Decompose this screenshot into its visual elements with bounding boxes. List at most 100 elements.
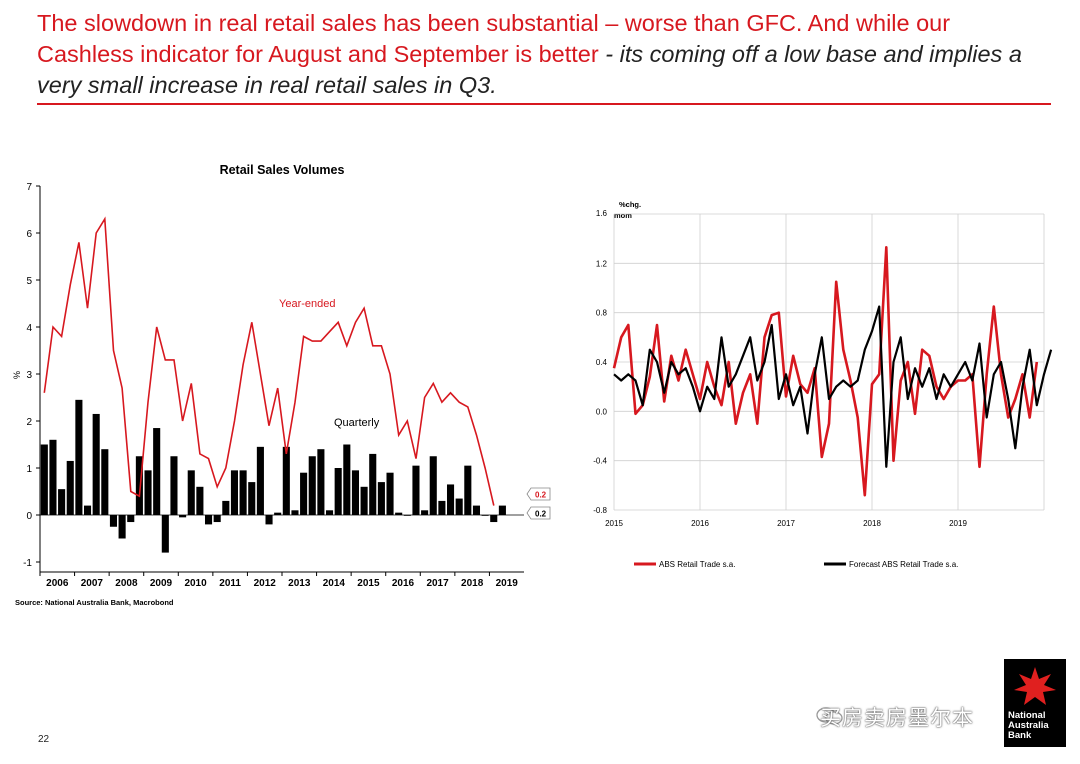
left-y-tick-label: 7 — [26, 182, 32, 193]
left-x-tick-label: 2019 — [496, 578, 519, 589]
quarterly-bar — [455, 498, 463, 515]
star-logo-icon — [1014, 667, 1056, 705]
left-y-tick-label: 5 — [26, 276, 32, 287]
left-x-tick-label: 2011 — [219, 578, 241, 589]
label-year-ended: Year-ended — [279, 298, 335, 310]
quarterly-bar — [109, 515, 118, 527]
left-y-tick-label: 2 — [26, 417, 32, 428]
quarterly-bar — [127, 515, 135, 523]
end-label-black-text: 0.2 — [535, 510, 547, 519]
quarterly-bar — [308, 456, 316, 515]
quarterly-bar — [351, 470, 360, 515]
quarterly-bar — [187, 470, 195, 515]
left-x-tick-label: 2006 — [46, 578, 69, 589]
quarterly-bar — [300, 472, 308, 515]
left-y-tick-label: 1 — [26, 464, 32, 475]
end-label-red: 0.2 — [526, 487, 551, 501]
right-y-tick-label: 1.2 — [596, 259, 608, 268]
left-y-tick-label: 4 — [26, 323, 32, 334]
left-x-tick-label: 2016 — [392, 578, 415, 589]
left-y-tick-label: 3 — [26, 370, 32, 381]
quarterly-bar — [83, 505, 92, 515]
right-chart-grid: -0.8 -0.4 0.0 0.4 0.8 1.2 1.6 2015 2016 2017 2018 2… — [593, 209, 1045, 528]
quarterly-bar — [75, 399, 83, 515]
wechat-icon — [816, 707, 843, 725]
end-label-black: 0.2 — [526, 506, 551, 520]
headline-dash: - — [598, 41, 620, 67]
right-x-tick-label: 2018 — [863, 519, 881, 528]
left-y-tick-label: -1 — [23, 558, 32, 569]
left-x-tick-label: 2013 — [288, 578, 311, 589]
right-chart-legend: ABS Retail Trade s.a. Forecast ABS Retai… — [634, 560, 958, 569]
page-number: 22 — [38, 734, 50, 745]
quarterly-bar — [472, 505, 481, 515]
legend-label-abs: ABS Retail Trade s.a. — [659, 560, 735, 569]
quarterly-bar — [135, 456, 143, 515]
end-label-red-text: 0.2 — [535, 491, 547, 500]
right-chart-ylabel-1: %chg. — [619, 200, 641, 209]
left-chart-bars — [40, 399, 506, 553]
quarterly-bar — [325, 510, 334, 515]
quarterly-bar — [421, 510, 429, 515]
quarterly-bar — [101, 449, 109, 515]
headline: The slowdown in real retail sales has be… — [37, 8, 1037, 101]
right-y-tick-label: 0.8 — [596, 309, 608, 318]
quarterly-bar — [403, 515, 411, 516]
right-y-tick-label: 0.0 — [596, 407, 608, 416]
quarterly-bar — [490, 515, 498, 523]
right-y-tick-label: 0.4 — [596, 358, 608, 367]
quarterly-bar — [438, 500, 446, 515]
quarterly-bar — [58, 489, 66, 515]
quarterly-bar — [282, 446, 290, 515]
right-y-tick-label: 1.6 — [596, 209, 608, 218]
quarterly-bar — [49, 439, 57, 515]
quarterly-bar — [40, 444, 48, 515]
left-y-tick-label: 6 — [26, 229, 32, 240]
nab-logo — [1004, 659, 1066, 747]
quarterly-bar — [291, 510, 299, 515]
left-chart-title: Retail Sales Volumes — [220, 163, 345, 177]
quarterly-bar — [481, 515, 489, 516]
headline-main: The slowdown in real retail sales has be… — [37, 10, 951, 67]
headline-italic: its coming off a low base and implies a … — [37, 41, 1022, 98]
abs-retail-line — [612, 246, 1039, 497]
watermark: 买房卖房墨尔本 — [820, 706, 974, 730]
quarterly-bar — [369, 453, 377, 515]
nab-logo-text: National Australia Bank — [1008, 710, 1049, 741]
right-chart-lines — [612, 246, 1053, 497]
quarterly-bar — [343, 444, 351, 515]
title-rule — [37, 103, 1051, 105]
left-x-tick-label: 2012 — [254, 578, 277, 589]
left-chart-source: Source: National Australia Bank, Macrobo… — [15, 598, 174, 607]
left-x-tick-label: 2017 — [426, 578, 449, 589]
quarterly-bar — [170, 456, 178, 515]
quarterly-bar — [179, 515, 187, 518]
quarterly-bar — [412, 465, 420, 515]
left-x-tick-label: 2007 — [81, 578, 104, 589]
quarterly-bar — [377, 482, 385, 515]
quarterly-bar — [395, 512, 403, 515]
right-x-tick-label: 2017 — [777, 519, 795, 528]
quarterly-bar — [360, 486, 368, 515]
quarterly-bar — [196, 486, 204, 515]
quarterly-bar — [498, 505, 506, 515]
right-x-tick-label: 2015 — [605, 519, 623, 528]
left-x-tick-label: 2014 — [323, 578, 346, 589]
quarterly-bar — [274, 512, 282, 515]
quarterly-bar — [386, 472, 394, 515]
quarterly-bar — [239, 470, 247, 515]
quarterly-bar — [161, 515, 169, 553]
left-x-tick-label: 2008 — [115, 578, 138, 589]
quarterly-bar — [66, 460, 74, 515]
left-x-tick-label: 2015 — [357, 578, 380, 589]
quarterly-bar — [204, 515, 213, 525]
quarterly-bar — [144, 470, 152, 515]
left-y-tick-label: 0 — [26, 511, 32, 522]
left-x-tick-label: 2009 — [150, 578, 173, 589]
right-x-tick-label: 2016 — [691, 519, 709, 528]
quarterly-bar — [230, 470, 239, 515]
quarterly-bar — [248, 482, 256, 515]
quarterly-bar — [92, 413, 100, 515]
